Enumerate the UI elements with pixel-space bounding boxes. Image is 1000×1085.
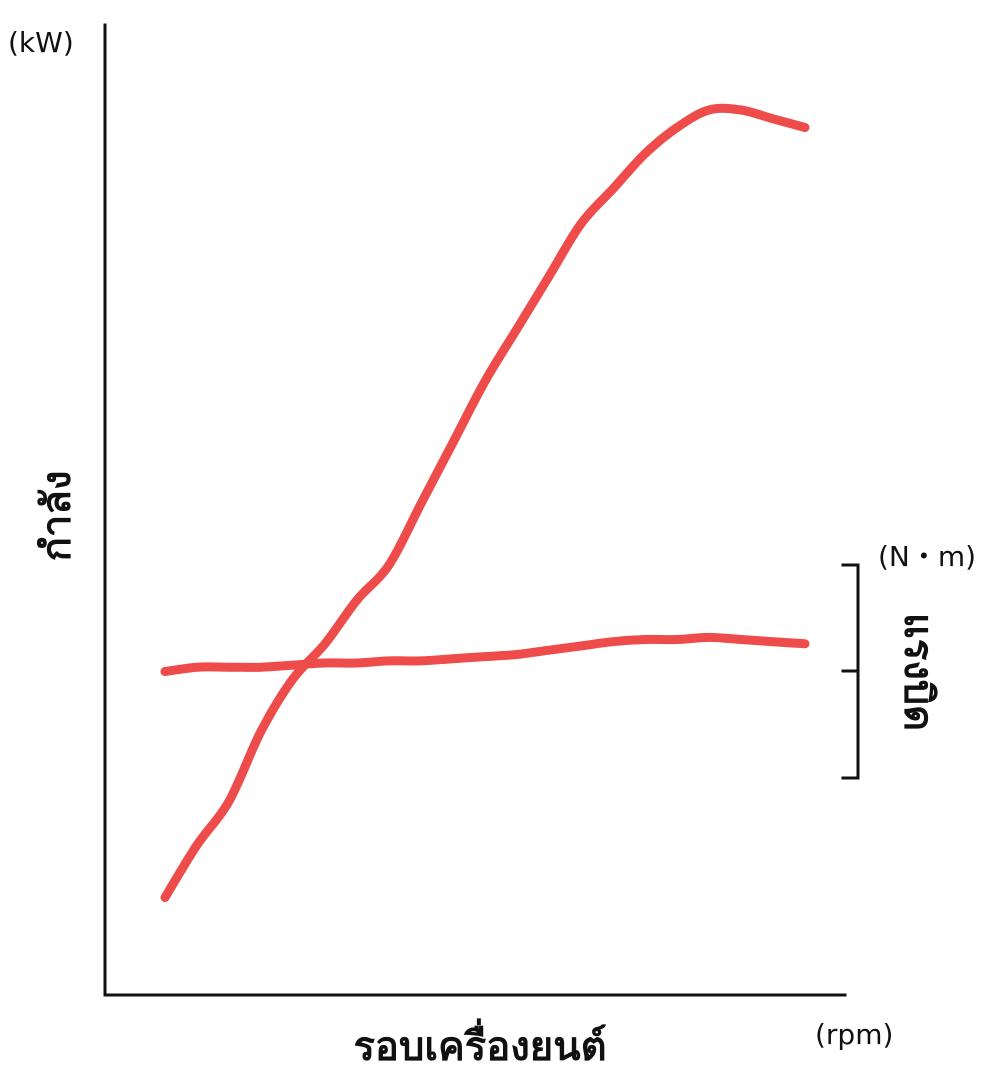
power-curve [160, 103, 810, 902]
torque-curve [160, 632, 810, 676]
y2-axis-unit: (N・m) [878, 540, 976, 573]
y-axis-label: กำลัง [34, 471, 80, 562]
x-axis-unit: (rpm) [815, 1018, 893, 1051]
x-axis-label: รอบเครื่องยนต์ [353, 1018, 606, 1070]
y2-axis-label: แรงบิด [895, 613, 941, 731]
y-axis-unit: (kW) [8, 26, 74, 59]
